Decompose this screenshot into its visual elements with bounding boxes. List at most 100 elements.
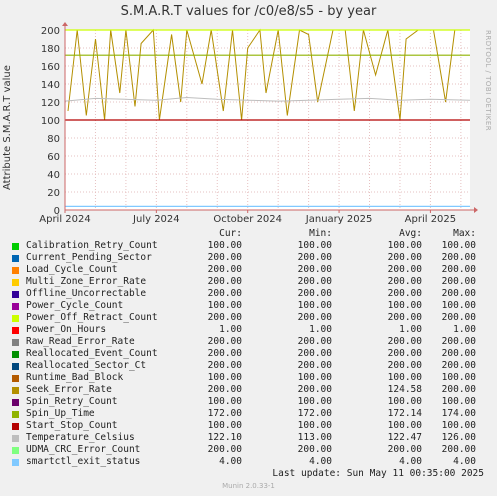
legend-avg: 200.00	[387, 360, 422, 371]
legend-swatch	[12, 351, 19, 358]
series-line	[67, 28, 464, 121]
legend-swatch	[12, 423, 19, 430]
legend-min: 100.00	[297, 372, 332, 383]
legend-avg: 100.00	[387, 396, 422, 407]
legend-name: Temperature_Celsius	[26, 432, 135, 443]
legend-avg: 4.00	[399, 456, 422, 467]
legend-cur: 100.00	[207, 420, 242, 431]
legend-min: 200.00	[297, 384, 332, 395]
chart-title: S.M.A.R.T values for /c0/e8/s5 - by year	[120, 4, 377, 19]
legend-avg: 100.00	[387, 300, 422, 311]
legend: Cur: Min: Avg: Max: Calibration_Retry_Co…	[12, 228, 482, 468]
legend-min: 4.00	[309, 456, 332, 467]
legend-max: 100.00	[441, 420, 476, 431]
legend-cur: 122.10	[207, 432, 242, 443]
legend-avg: 100.00	[387, 420, 422, 431]
legend-avg: 100.00	[387, 240, 422, 251]
legend-max: 200.00	[441, 264, 476, 275]
legend-cur: 172.00	[207, 408, 242, 419]
legend-swatch	[12, 291, 19, 298]
legend-max: 200.00	[441, 276, 476, 287]
legend-cur: 200.00	[207, 384, 242, 395]
legend-cur: 200.00	[207, 348, 242, 359]
legend-row: Runtime_Bad_Block 100.00 100.00 100.00 100.0…	[12, 372, 482, 384]
legend-swatch	[12, 303, 19, 310]
x-tick-label: April 2024	[39, 214, 90, 225]
legend-cur: 200.00	[207, 336, 242, 347]
legend-name: Calibration_Retry_Count	[26, 240, 158, 251]
legend-min: 200.00	[297, 252, 332, 263]
legend-header: Cur: Min: Avg: Max:	[12, 228, 482, 240]
y-tick-label: 60	[47, 152, 60, 163]
y-tick-label: 200	[41, 26, 60, 37]
legend-row: Spin_Up_Time 172.00 172.00 172.14 174.00	[12, 408, 482, 420]
legend-min: 200.00	[297, 360, 332, 371]
legend-name: Reallocated_Sector_Ct	[26, 360, 147, 371]
y-tick-label: 140	[41, 80, 60, 91]
legend-swatch	[12, 315, 19, 322]
legend-max: 4.00	[453, 456, 476, 467]
legend-cur: 200.00	[207, 276, 242, 287]
legend-header-cur: Cur:	[219, 228, 242, 239]
legend-cur: 200.00	[207, 264, 242, 275]
legend-cur: 4.00	[219, 456, 242, 467]
legend-cur: 100.00	[207, 300, 242, 311]
munin-version: Munin 2.0.33-1	[222, 482, 275, 490]
legend-avg: 122.47	[387, 432, 422, 443]
axes: 0 20 40 60 80 100 120 140 160 180 200 April 2024 Jul…	[39, 22, 478, 225]
legend-swatch	[12, 387, 19, 394]
legend-max: 126.00	[441, 432, 476, 443]
legend-name: Multi_Zone_Error_Rate	[26, 276, 147, 287]
legend-swatch	[12, 375, 19, 382]
legend-min: 200.00	[297, 336, 332, 347]
legend-cur: 1.00	[219, 324, 242, 335]
y-tick-label: 0	[54, 206, 60, 217]
legend-max: 1.00	[453, 324, 476, 335]
legend-cur: 100.00	[207, 396, 242, 407]
y-tick-label: 160	[41, 62, 60, 73]
legend-name: Start_Stop_Count	[26, 420, 118, 431]
legend-min: 113.00	[297, 432, 332, 443]
legend-max: 200.00	[441, 252, 476, 263]
legend-avg: 200.00	[387, 276, 422, 287]
legend-avg: 1.00	[399, 324, 422, 335]
legend-name: Runtime_Bad_Block	[26, 372, 124, 383]
legend-swatch	[12, 435, 19, 442]
legend-max: 100.00	[441, 396, 476, 407]
x-tick-label: October 2024	[213, 214, 282, 225]
legend-min: 200.00	[297, 288, 332, 299]
legend-row: Multi_Zone_Error_Rate 200.00 200.00 200.00 2…	[12, 276, 482, 288]
legend-max: 200.00	[441, 384, 476, 395]
legend-swatch	[12, 243, 19, 250]
legend-row: Reallocated_Sector_Ct 200.00 200.00 200.00 2…	[12, 360, 482, 372]
legend-max: 200.00	[441, 444, 476, 455]
legend-row: Power_Off_Retract_Count 200.00 200.00 200.0…	[12, 312, 482, 324]
legend-row: Calibration_Retry_Count 100.00 100.00 100.0…	[12, 240, 482, 252]
legend-row: Offline_Uncorrectable 200.00 200.00 200.00 2…	[12, 288, 482, 300]
legend-min: 200.00	[297, 264, 332, 275]
legend-avg: 124.58	[387, 384, 422, 395]
legend-min: 100.00	[297, 300, 332, 311]
x-tick-label: April 2025	[405, 214, 456, 225]
legend-row: Temperature_Celsius 122.10 113.00 122.47 126…	[12, 432, 482, 444]
x-tick-label: July 2024	[132, 214, 180, 225]
y-tick-label: 100	[41, 116, 60, 127]
legend-max: 100.00	[441, 240, 476, 251]
legend-avg: 200.00	[387, 348, 422, 359]
legend-min: 200.00	[297, 444, 332, 455]
legend-name: Current_Pending_Sector	[26, 252, 152, 263]
legend-cur: 200.00	[207, 312, 242, 323]
series-layer	[64, 28, 471, 207]
legend-name: smartctl_exit_status	[26, 456, 141, 467]
legend-swatch	[12, 399, 19, 406]
legend-avg: 200.00	[387, 252, 422, 263]
legend-min: 100.00	[297, 240, 332, 251]
legend-max: 100.00	[441, 300, 476, 311]
x-axis-arrow	[474, 207, 478, 213]
y-axis-arrow	[62, 22, 68, 26]
legend-name: Power_Off_Retract_Count	[26, 312, 158, 323]
legend-name: Spin_Up_Time	[26, 408, 95, 419]
legend-name: Spin_Retry_Count	[26, 396, 118, 407]
legend-swatch	[12, 255, 19, 262]
legend-rows: Calibration_Retry_Count 100.00 100.00 100.0…	[12, 240, 482, 468]
